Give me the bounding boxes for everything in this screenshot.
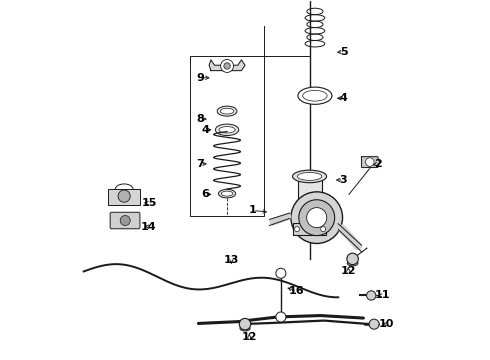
- FancyBboxPatch shape: [110, 212, 140, 229]
- Ellipse shape: [217, 106, 237, 116]
- Polygon shape: [362, 157, 379, 167]
- Ellipse shape: [216, 124, 239, 135]
- Ellipse shape: [347, 261, 358, 266]
- Circle shape: [366, 158, 374, 166]
- Circle shape: [369, 319, 379, 329]
- Circle shape: [320, 226, 326, 231]
- Polygon shape: [209, 60, 245, 71]
- Text: 3: 3: [340, 175, 347, 185]
- Text: 4: 4: [340, 93, 347, 103]
- Text: 12: 12: [341, 266, 356, 276]
- Circle shape: [276, 268, 286, 278]
- Text: 2: 2: [374, 159, 382, 169]
- Circle shape: [120, 216, 130, 226]
- Text: 11: 11: [374, 291, 390, 301]
- Circle shape: [224, 63, 230, 69]
- Text: 15: 15: [141, 198, 157, 208]
- Text: 1: 1: [249, 206, 257, 216]
- Ellipse shape: [293, 170, 326, 183]
- Text: 5: 5: [340, 46, 347, 57]
- Ellipse shape: [298, 87, 332, 104]
- Ellipse shape: [303, 90, 327, 101]
- Text: 4: 4: [201, 125, 210, 135]
- FancyArrowPatch shape: [273, 217, 288, 222]
- FancyBboxPatch shape: [108, 189, 140, 205]
- Circle shape: [299, 200, 335, 235]
- Text: 13: 13: [224, 255, 239, 265]
- Bar: [298, 175, 322, 226]
- Circle shape: [118, 190, 130, 202]
- FancyArrowPatch shape: [342, 229, 358, 246]
- Text: 8: 8: [196, 114, 204, 124]
- Text: 7: 7: [196, 159, 204, 169]
- Circle shape: [291, 192, 343, 243]
- FancyBboxPatch shape: [294, 223, 326, 234]
- Ellipse shape: [240, 326, 250, 331]
- Ellipse shape: [219, 127, 235, 133]
- Circle shape: [347, 253, 358, 265]
- Circle shape: [367, 291, 376, 300]
- Bar: [191, 56, 264, 216]
- Text: 10: 10: [378, 319, 393, 329]
- Circle shape: [239, 319, 251, 330]
- Text: 6: 6: [201, 189, 210, 199]
- Ellipse shape: [221, 191, 233, 196]
- Text: 9: 9: [196, 73, 204, 83]
- Circle shape: [307, 208, 327, 228]
- Circle shape: [220, 59, 234, 72]
- Ellipse shape: [297, 172, 322, 180]
- Ellipse shape: [219, 189, 236, 198]
- Text: 16: 16: [289, 286, 305, 296]
- Circle shape: [294, 226, 299, 231]
- Text: 12: 12: [242, 332, 257, 342]
- Circle shape: [276, 312, 286, 322]
- Text: 14: 14: [141, 222, 157, 231]
- Ellipse shape: [220, 108, 234, 114]
